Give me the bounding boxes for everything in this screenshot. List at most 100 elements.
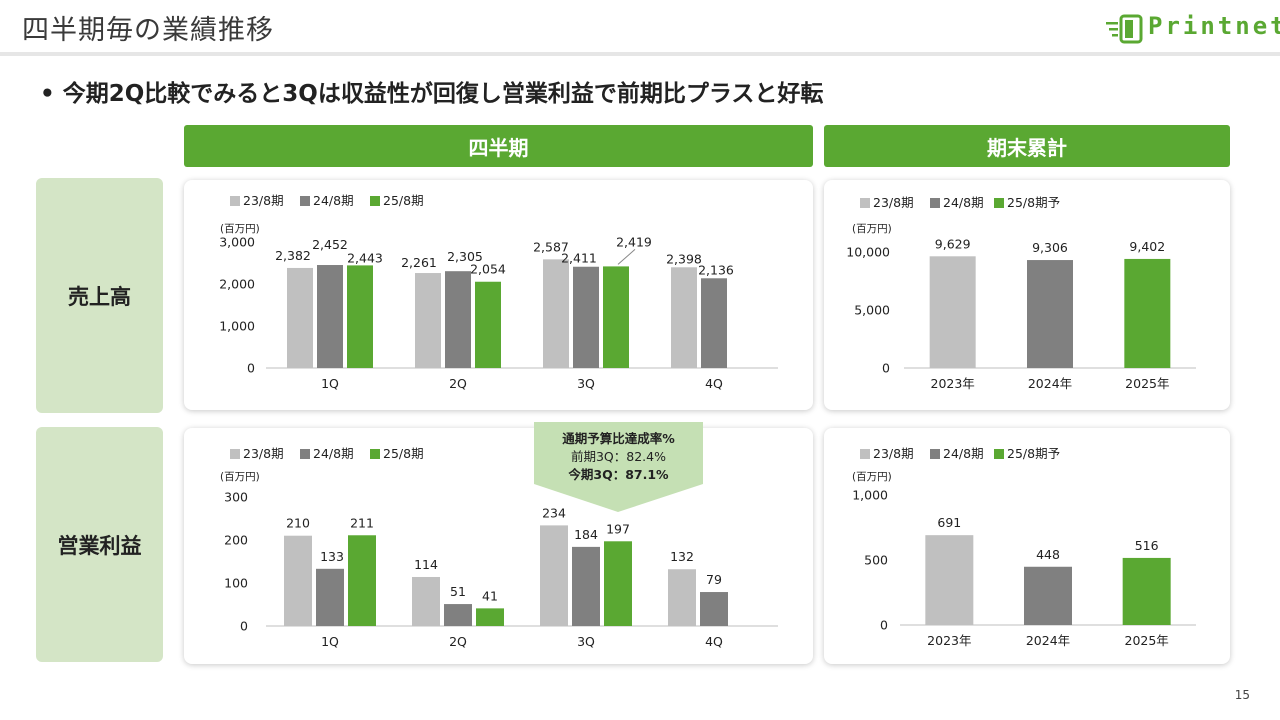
legend-swatch	[994, 449, 1004, 459]
callout-arrow	[534, 484, 703, 512]
data-label: 9,402	[1129, 239, 1165, 254]
legend-label: 23/8期	[243, 446, 284, 461]
y-tick-label: 3,000	[219, 235, 255, 250]
bar	[604, 541, 632, 626]
panel-cumulative-sales: (百万円) 0 5,000 10,000 23/8期 24/8期 25/8期予 2023年 9,…	[824, 180, 1230, 410]
data-label: 2,419	[616, 234, 652, 249]
chart-cumulative-operating-profit: (百万円) 0 500 1,000 23/8期 24/8期 25/8期予 2023年 691 20…	[852, 446, 1196, 648]
x-tick-label: 4Q	[705, 376, 723, 391]
data-label: 41	[482, 588, 498, 603]
y-tick-label: 500	[864, 553, 888, 568]
logo-mark-icon	[1106, 14, 1143, 44]
bar	[1027, 260, 1073, 368]
row-label-operating-profit: 営業利益	[36, 427, 163, 662]
legend-swatch	[370, 196, 380, 206]
bar	[1124, 258, 1171, 368]
data-label: 2,261	[401, 255, 437, 270]
legend-swatch	[860, 449, 870, 459]
bar	[1122, 557, 1171, 625]
bar	[540, 525, 568, 626]
legend-label: 23/8期	[873, 446, 914, 461]
chart-quarterly-sales: (百万円) 0 1,000 2,000 3,000 23/8期 24/8期 25/8期 1Q 2,…	[219, 193, 778, 391]
legend-label: 24/8期	[313, 446, 354, 461]
row-label-sales: 売上高	[36, 178, 163, 413]
bar	[603, 266, 629, 368]
x-tick-label: 1Q	[321, 376, 339, 391]
page-number: 15	[1234, 688, 1250, 702]
chart-cumulative-sales: (百万円) 0 5,000 10,000 23/8期 24/8期 25/8期予 2023年 9,…	[846, 195, 1196, 391]
legend-label: 25/8期	[383, 446, 424, 461]
legend-swatch	[930, 449, 940, 459]
data-label: 197	[606, 521, 630, 536]
x-tick-label: 2024年	[1028, 376, 1072, 391]
legend-swatch	[230, 196, 240, 206]
bar	[347, 265, 373, 368]
data-label: 2,452	[312, 237, 348, 252]
bar	[701, 278, 727, 368]
panel-quarterly-sales: (百万円) 0 1,000 2,000 3,000 23/8期 24/8期 25/8期 1Q 2,…	[184, 180, 813, 410]
data-label: 114	[414, 557, 438, 572]
legend-swatch	[370, 449, 380, 459]
data-label: 9,306	[1032, 240, 1068, 255]
data-label: 51	[450, 584, 466, 599]
legend-swatch	[930, 198, 940, 208]
data-label: 9,629	[935, 236, 971, 251]
callout-box: 通期予算比達成率% 前期3Q：82.4% 今期3Q：87.1%	[534, 422, 703, 484]
legend-label: 24/8期	[943, 195, 984, 210]
bar	[925, 535, 974, 625]
legend-label: 23/8期	[243, 193, 284, 208]
title-divider	[0, 52, 1280, 56]
legend-swatch	[860, 198, 870, 208]
legend-label: 25/8期予	[1007, 195, 1060, 210]
data-label: 2,136	[698, 262, 734, 277]
headline: • 今期2Q比較でみると3Qは収益性が回復し営業利益で前期比プラスと好転	[40, 81, 824, 107]
x-tick-label: 3Q	[577, 634, 595, 649]
legend-label: 24/8期	[943, 446, 984, 461]
bar	[317, 265, 343, 368]
legend-label: 25/8期予	[1007, 446, 1060, 461]
budget-achievement-callout: 通期予算比達成率% 前期3Q：82.4% 今期3Q：87.1%	[534, 422, 703, 512]
legend-swatch	[994, 198, 1004, 208]
bar	[572, 546, 600, 626]
header-cumulative: 期末累計	[824, 125, 1230, 167]
bar	[284, 535, 312, 626]
data-label: 184	[574, 527, 598, 542]
bar	[316, 568, 344, 626]
x-tick-label: 2023年	[931, 376, 975, 391]
bar	[1024, 566, 1072, 625]
legend-label: 25/8期	[383, 193, 424, 208]
logo-text: Printnet	[1148, 12, 1280, 40]
bar	[445, 271, 471, 368]
data-label: 2,443	[347, 250, 383, 265]
company-logo: Printnet	[1106, 12, 1280, 46]
data-label: 516	[1135, 538, 1159, 553]
y-tick-label: 100	[224, 576, 248, 591]
x-tick-label: 2Q	[449, 376, 467, 391]
data-label: 448	[1036, 547, 1060, 562]
callout-prev-3q: 前期3Q：82.4%	[570, 449, 666, 464]
label-leader-line	[617, 249, 636, 265]
callout-curr-3q: 今期3Q：87.1%	[568, 467, 669, 482]
x-tick-label: 2025年	[1125, 633, 1169, 648]
data-label: 2,398	[666, 251, 702, 266]
bar	[668, 569, 696, 626]
legend-swatch	[230, 449, 240, 459]
bar	[475, 281, 501, 368]
y-tick-label: 1,000	[219, 319, 255, 334]
y-tick-label: 0	[882, 361, 890, 376]
data-label: 2,305	[447, 249, 483, 264]
x-tick-label: 2025年	[1125, 376, 1169, 391]
bar	[287, 267, 313, 368]
bar	[415, 273, 441, 368]
x-tick-label: 4Q	[705, 634, 723, 649]
y-tick-label: 0	[247, 361, 255, 376]
callout-title: 通期予算比達成率%	[562, 431, 675, 446]
data-label: 2,054	[470, 262, 506, 277]
bar	[543, 259, 569, 368]
y-tick-label: 200	[224, 533, 248, 548]
legend-label: 23/8期	[873, 195, 914, 210]
page-title: 四半期毎の業績推移	[22, 15, 274, 46]
y-tick-label: 10,000	[846, 245, 890, 260]
bar	[700, 592, 728, 626]
data-label: 133	[320, 549, 344, 564]
